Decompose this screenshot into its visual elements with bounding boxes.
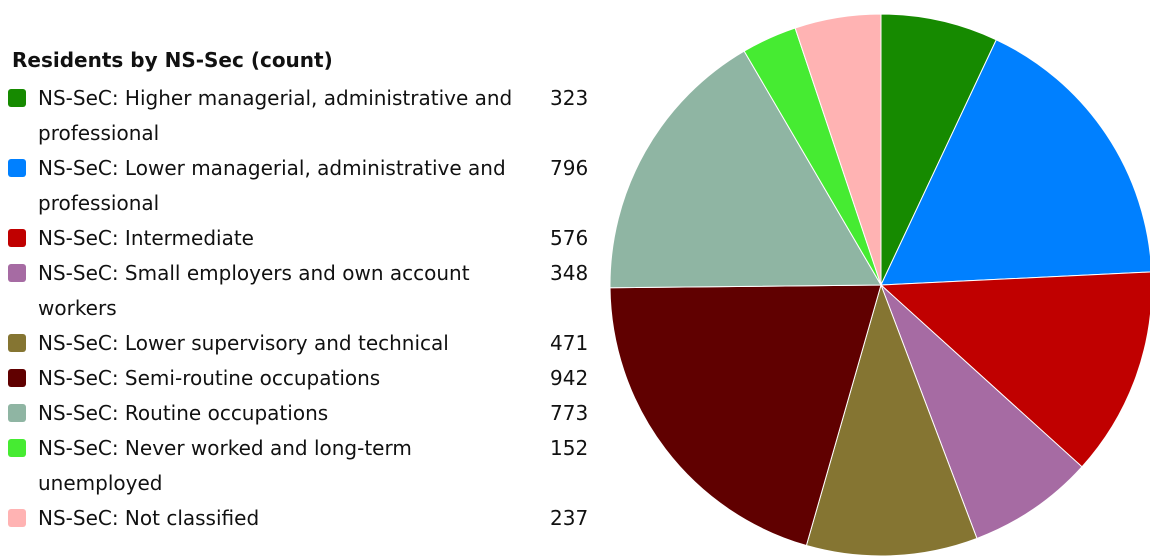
legend-item: NS-SeC: Semi-routine occupations 942 — [8, 361, 598, 396]
legend-value: 773 — [550, 401, 589, 425]
legend-value: 796 — [550, 156, 589, 180]
pie-slice — [609, 50, 882, 289]
legend-label: NS-SeC: Never worked and long-term unemp… — [38, 436, 412, 495]
legend-swatch — [8, 509, 26, 527]
pie-slice — [609, 284, 882, 547]
legend-label: NS-SeC: Routine occupations — [38, 401, 329, 425]
pie-slice — [880, 284, 1083, 540]
legend-item: NS-SeC: Never worked and long-term unemp… — [8, 431, 598, 501]
legend-value: 942 — [550, 366, 589, 390]
legend-item: NS-SeC: Lower managerial, administrative… — [8, 151, 598, 221]
pie-slice — [879, 271, 1150, 468]
legend-label: NS-SeC: Semi-routine occupations — [38, 366, 381, 390]
legend-value: 471 — [550, 331, 589, 355]
legend-swatch — [8, 334, 26, 352]
legend-value: 152 — [550, 436, 589, 460]
chart-title: Residents by NS-Sec (count) — [12, 48, 333, 72]
pie-slice — [805, 283, 978, 557]
legend-swatch — [8, 369, 26, 387]
pie-slice — [880, 13, 997, 286]
pie-slice — [794, 13, 882, 286]
legend-swatch — [8, 89, 26, 107]
legend-label: NS-SeC: Lower managerial, administrative… — [38, 156, 506, 215]
legend-value: 237 — [550, 506, 589, 530]
pie-slice — [880, 39, 1150, 286]
legend-swatch — [8, 439, 26, 457]
legend-item: NS-SeC: Lower supervisory and technical 4… — [8, 326, 598, 361]
legend-value: 323 — [550, 86, 589, 110]
legend-value: 576 — [550, 226, 589, 250]
legend-label: NS-SeC: Higher managerial, administrativ… — [38, 86, 513, 145]
legend-swatch — [8, 404, 26, 422]
legend-swatch — [8, 159, 26, 177]
legend-label: NS-SeC: Small employers and own account … — [38, 261, 470, 320]
legend-value: 348 — [550, 261, 589, 285]
legend: Residents by NS-Sec (count) NS-SeC: High… — [8, 43, 598, 536]
legend-label: NS-SeC: Lower supervisory and technical — [38, 331, 449, 355]
legend-swatch — [8, 264, 26, 282]
legend-label: NS-SeC: Not classified — [38, 506, 260, 530]
legend-item: NS-SeC: Not classified 237 — [8, 501, 598, 536]
legend-item: NS-SeC: Intermediate 576 — [8, 221, 598, 256]
legend-item: NS-SeC: Small employers and own account … — [8, 256, 598, 326]
legend-swatch — [8, 229, 26, 247]
legend-label: NS-SeC: Intermediate — [38, 226, 254, 250]
legend-item: NS-SeC: Higher managerial, administrativ… — [8, 81, 598, 151]
legend-item: NS-SeC: Routine occupations 773 — [8, 396, 598, 431]
